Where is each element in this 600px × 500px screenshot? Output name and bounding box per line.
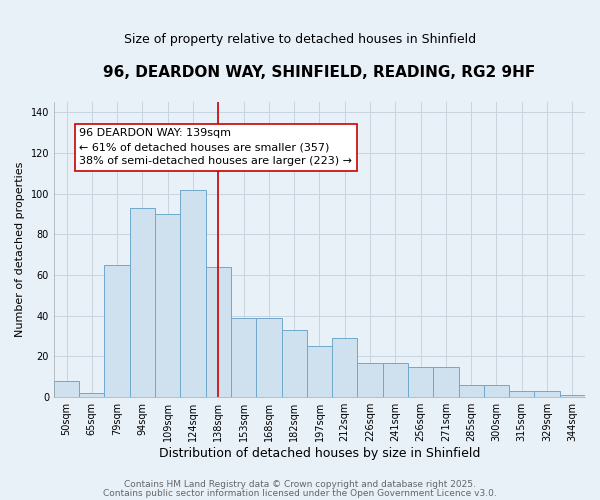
- Bar: [181, 190, 206, 397]
- Bar: [104, 265, 130, 397]
- Bar: [535, 391, 560, 397]
- Bar: [307, 346, 332, 397]
- Bar: [383, 362, 408, 397]
- Text: Contains HM Land Registry data © Crown copyright and database right 2025.: Contains HM Land Registry data © Crown c…: [124, 480, 476, 489]
- Title: 96, DEARDON WAY, SHINFIELD, READING, RG2 9HF: 96, DEARDON WAY, SHINFIELD, READING, RG2…: [103, 65, 536, 80]
- Bar: [332, 338, 358, 397]
- Bar: [560, 395, 585, 397]
- Bar: [433, 366, 458, 397]
- Text: Size of property relative to detached houses in Shinfield: Size of property relative to detached ho…: [124, 32, 476, 46]
- Bar: [484, 385, 509, 397]
- Bar: [231, 318, 256, 397]
- Bar: [509, 391, 535, 397]
- Bar: [206, 267, 231, 397]
- X-axis label: Distribution of detached houses by size in Shinfield: Distribution of detached houses by size …: [159, 447, 480, 460]
- Bar: [130, 208, 155, 397]
- Y-axis label: Number of detached properties: Number of detached properties: [15, 162, 25, 338]
- Bar: [155, 214, 181, 397]
- Bar: [79, 393, 104, 397]
- Bar: [54, 381, 79, 397]
- Bar: [408, 366, 433, 397]
- Text: Contains public sector information licensed under the Open Government Licence v3: Contains public sector information licen…: [103, 488, 497, 498]
- Bar: [256, 318, 281, 397]
- Text: 96 DEARDON WAY: 139sqm
← 61% of detached houses are smaller (357)
38% of semi-de: 96 DEARDON WAY: 139sqm ← 61% of detached…: [79, 128, 352, 166]
- Bar: [458, 385, 484, 397]
- Bar: [281, 330, 307, 397]
- Bar: [358, 362, 383, 397]
